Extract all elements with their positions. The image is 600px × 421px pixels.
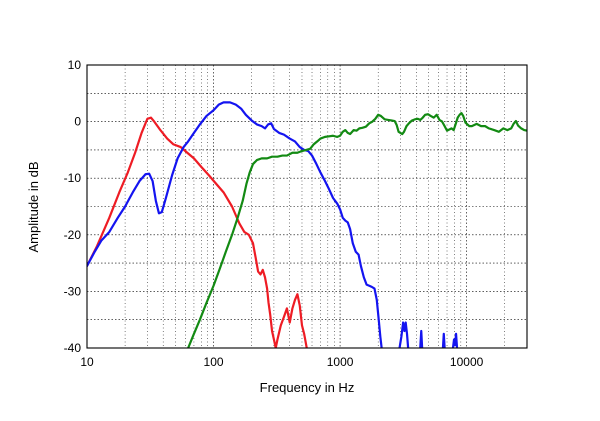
series-line (87, 116, 308, 348)
y-tick-label: -30 (64, 284, 82, 298)
x-axis-title: Frequency in Hz (260, 380, 355, 395)
x-tick-label: 10 (80, 355, 94, 369)
y-axis-title: Amplitude in dB (26, 161, 41, 252)
y-tick-label: -40 (64, 341, 82, 355)
series-line (419, 329, 424, 348)
series-line (187, 112, 527, 348)
y-tick-label: 10 (68, 58, 82, 72)
x-tick-label: 10000 (450, 355, 484, 369)
series-line (87, 101, 383, 348)
x-tick-label: 1000 (327, 355, 354, 369)
y-tick-label: 0 (74, 115, 81, 129)
y-tick-label: -10 (64, 171, 82, 185)
grid (87, 65, 527, 348)
series-group (87, 101, 527, 348)
series-line (398, 321, 410, 348)
x-tick-label: 100 (204, 355, 224, 369)
series-line (441, 332, 446, 348)
series-line (451, 332, 459, 348)
y-tick-label: -20 (64, 228, 82, 242)
plot-frame (86, 64, 528, 349)
